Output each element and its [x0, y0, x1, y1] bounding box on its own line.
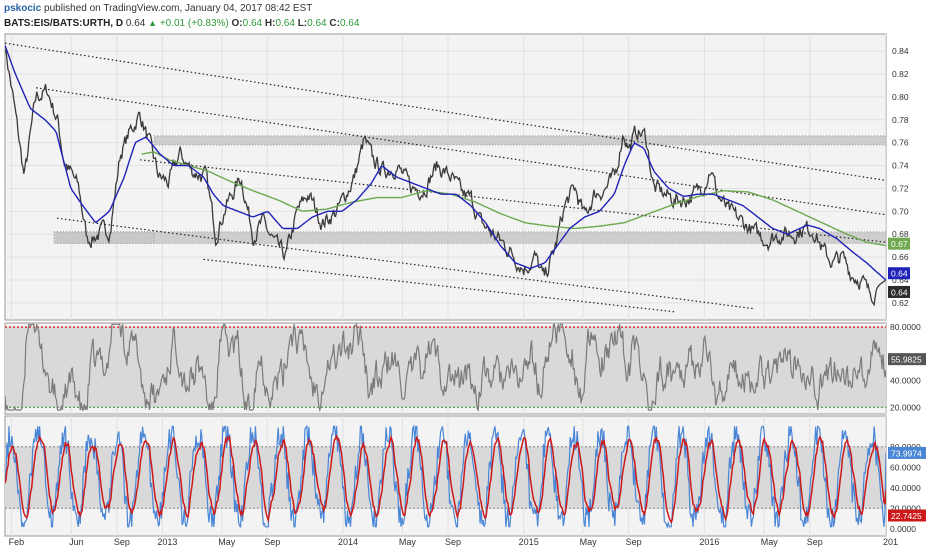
x-tick-label: Sep	[114, 537, 130, 547]
stoch-tick-label: 0.0000	[890, 524, 916, 534]
low-label: L:	[297, 18, 308, 29]
price-panel	[4, 33, 887, 321]
stoch-band	[5, 446, 886, 509]
stoch-d-label: 22.7425	[888, 509, 926, 522]
trend-line	[203, 258, 677, 313]
low-value: 0.64	[307, 18, 327, 29]
x-tick-label: Sep	[445, 537, 461, 547]
y-tick-label: 0.66	[892, 252, 909, 262]
chart-header: pskocic published on TradingView.com, Ja…	[4, 2, 904, 32]
last-price: 0.64	[125, 18, 146, 29]
x-tick-label: 2016	[699, 537, 719, 547]
rsi-band	[5, 327, 886, 408]
x-tick-label: May	[580, 537, 598, 547]
stoch-tick-label: 80.0000	[890, 442, 921, 452]
y-tick-label: 0.64	[892, 275, 909, 285]
ma-slow-label-text: 0.67	[891, 239, 908, 249]
x-tick-label: 2014	[338, 537, 358, 547]
rsi-value-label-text: 55.9825	[891, 355, 922, 365]
y-tick-label: 0.62	[892, 298, 909, 308]
x-tick-label: 2015	[519, 537, 539, 547]
author-name[interactable]: pskocic	[4, 3, 42, 14]
price-series	[5, 47, 886, 307]
trend-line	[36, 87, 886, 216]
trend-line	[56, 217, 753, 310]
up-arrow-icon: ▲	[148, 18, 158, 28]
high-label: H:	[264, 18, 276, 29]
stoch-k-label-text: 73.9974	[891, 448, 922, 458]
stoch-plot	[5, 424, 886, 529]
publish-info: published on TradingView.com, January 04…	[44, 3, 313, 14]
y-tick-label: 0.70	[892, 206, 909, 216]
x-tick-label: Sep	[264, 537, 280, 547]
stoch-tick-label: 40.0000	[890, 483, 921, 493]
rsi-series	[5, 323, 886, 413]
close-label: C:	[329, 18, 340, 29]
stoch-tick-label: 20.0000	[890, 503, 921, 513]
publish-line: pskocic published on TradingView.com, Ja…	[4, 2, 904, 16]
x-tick-label: May	[399, 537, 417, 547]
sr-zone	[153, 135, 886, 146]
y-tick-label: 0.76	[892, 138, 909, 148]
price-label: 0.64	[888, 285, 910, 298]
x-tick-label: Sep	[626, 537, 642, 547]
price-label-text: 0.64	[891, 287, 908, 297]
trend-line	[140, 159, 886, 243]
price-plot	[5, 42, 886, 313]
x-tick-label: Sep	[807, 537, 823, 547]
trend-line	[5, 42, 886, 182]
y-tick-label: 0.74	[892, 161, 909, 171]
ma-fast-label-text: 0.64	[891, 269, 908, 279]
open-label: O:	[231, 18, 243, 29]
ma-fast-series	[5, 45, 886, 281]
close-value: 0.64	[339, 18, 360, 29]
x-tick-label: May	[218, 537, 236, 547]
ma-fast-label: 0.64	[888, 267, 910, 280]
y-tick-label: 0.78	[892, 115, 909, 125]
rsi-tick-label: 20.0000	[890, 402, 921, 412]
symbol-name[interactable]: BATS:EIS/BATS:URTH, D	[4, 18, 124, 29]
symbol-line: BATS:EIS/BATS:URTH, D 0.64 ▲ +0.01 (+0.8…	[4, 16, 904, 31]
rsi-plot	[5, 323, 886, 413]
stoch-tick-label: 60.0000	[890, 462, 921, 472]
rsi-value-label: 55.9825	[888, 353, 926, 366]
x-tick-label: Feb	[9, 537, 25, 547]
sr-zone	[53, 231, 155, 244]
rsi-tick-label: 40.0000	[890, 376, 921, 386]
y-tick-label: 0.84	[892, 46, 909, 56]
x-tick-label: 201	[883, 537, 898, 547]
price-change: +0.01 (+0.83%)	[159, 18, 229, 29]
stoch-d-series	[5, 434, 886, 524]
y-tick-label: 0.72	[892, 183, 909, 193]
x-tick-label: Jun	[69, 537, 84, 547]
y-tick-label: 0.82	[892, 69, 909, 79]
ma-slow-series	[141, 151, 886, 247]
y-tick-label: 0.68	[892, 229, 909, 239]
ma-slow-label: 0.67	[888, 237, 910, 250]
stoch-k-label: 73.9974	[888, 446, 926, 459]
x-tick-label: 2013	[157, 537, 177, 547]
x-tick-label: May	[761, 537, 779, 547]
sr-zone	[56, 231, 886, 244]
open-value: 0.64	[242, 18, 263, 29]
y-tick-label: 0.80	[892, 92, 909, 102]
rsi-tick-label: 80.0000	[890, 322, 921, 332]
stoch-d-label-text: 22.7425	[891, 511, 922, 521]
high-value: 0.64	[275, 18, 295, 29]
